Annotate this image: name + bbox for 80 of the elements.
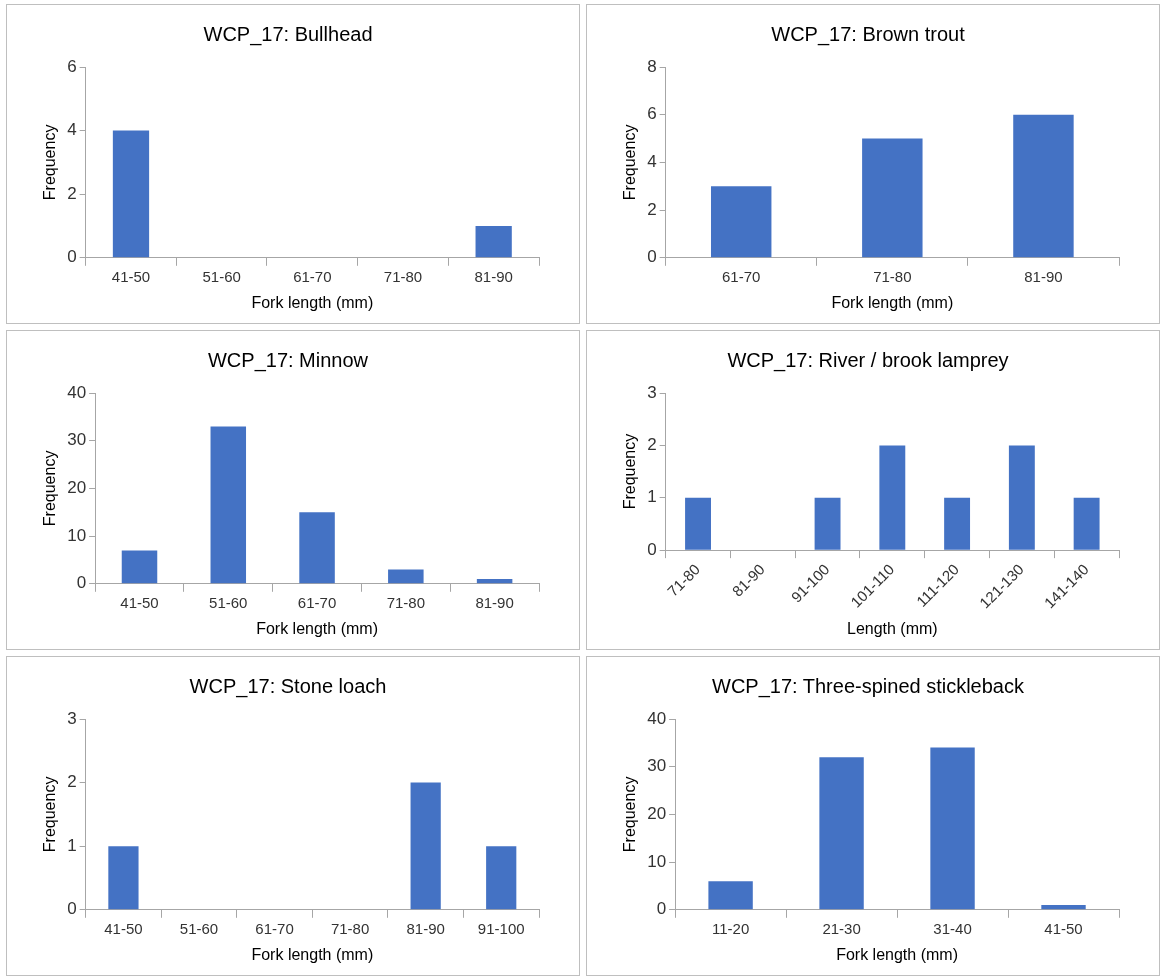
y-tick-label: 0 <box>656 899 667 919</box>
bar <box>819 757 864 910</box>
x-tick-label: 51-60 <box>179 919 219 937</box>
y-axis-title: Frequency <box>621 776 639 853</box>
y-tick-label: 6 <box>67 56 77 76</box>
y-tick-label: 2 <box>647 435 657 455</box>
y-tick-label: 10 <box>67 525 87 545</box>
y-axis-title: Frequency <box>621 433 639 510</box>
y-axis-title: Frequency <box>41 450 59 527</box>
chart-title: WCP_17: Bullhead <box>203 22 373 46</box>
bar <box>862 138 923 258</box>
x-tick-label: 81-90 <box>474 267 513 285</box>
x-tick-label: 51-60 <box>209 593 248 611</box>
y-tick-label: 2 <box>67 772 77 792</box>
y-tick-label: 40 <box>647 708 667 728</box>
y-tick-label: 0 <box>67 247 77 267</box>
x-axis-title: Fork length (mm) <box>251 945 374 963</box>
x-tick-label: 11-20 <box>711 919 750 937</box>
y-tick-label: 1 <box>647 487 657 507</box>
x-tick-label: 81-90 <box>475 593 514 611</box>
y-axis-title: Frequency <box>41 124 59 201</box>
x-tick-label: 91-100 <box>477 919 525 937</box>
chart-title: WCP_17: Three-spined stickleback <box>712 674 1025 698</box>
y-tick-label: 2 <box>67 183 77 203</box>
x-tick-label: 41-50 <box>1044 919 1083 937</box>
y-tick-label: 4 <box>647 152 657 172</box>
bar <box>210 426 247 584</box>
x-tick-label: 71-80 <box>386 593 426 611</box>
x-tick-label: 61-70 <box>722 267 761 285</box>
bar <box>299 512 335 584</box>
y-tick-label: 40 <box>67 382 87 402</box>
y-tick-label: 6 <box>647 104 657 124</box>
x-axis-title: Fork length (mm) <box>251 293 374 311</box>
x-axis-title: Fork length (mm) <box>256 619 378 637</box>
x-tick-label: 41-50 <box>120 593 159 611</box>
y-axis-title: Frequency <box>41 776 59 853</box>
x-tick-label: 41-50 <box>104 919 143 937</box>
y-tick-label: 30 <box>647 756 667 776</box>
y-tick-label: 0 <box>76 573 87 593</box>
y-tick-label: 3 <box>67 708 77 728</box>
y-axis-title: Frequency <box>621 124 639 201</box>
y-tick-label: 8 <box>647 56 657 76</box>
bar <box>708 881 753 910</box>
y-tick-label: 30 <box>67 430 87 450</box>
chart-title: WCP_17: Stone loach <box>189 674 387 698</box>
y-tick-label: 4 <box>67 120 77 140</box>
bar <box>476 579 513 584</box>
x-tick-label: 61-70 <box>297 593 337 611</box>
x-tick-label: 41-50 <box>111 267 151 285</box>
x-axis-title: Fork length (mm) <box>836 945 958 963</box>
x-tick-label: 71-80 <box>873 267 912 285</box>
x-tick-label: 61-70 <box>255 919 294 937</box>
x-tick-label: 21-30 <box>822 919 861 937</box>
x-tick-label: 81-90 <box>1024 267 1063 285</box>
x-axis-title: Fork length (mm) <box>831 293 954 311</box>
x-tick-label: 71-80 <box>383 267 423 285</box>
y-tick-label: 1 <box>67 835 77 855</box>
y-tick-label: 10 <box>647 851 667 871</box>
x-tick-label: 61-70 <box>293 267 332 285</box>
y-tick-label: 0 <box>67 899 77 919</box>
bar <box>1041 905 1086 910</box>
y-tick-label: 3 <box>647 382 657 402</box>
x-tick-label: 31-40 <box>933 919 972 937</box>
bar <box>1013 114 1074 258</box>
y-tick-label: 0 <box>647 539 657 559</box>
y-tick-label: 20 <box>647 804 667 824</box>
bar <box>121 550 158 584</box>
bar <box>388 569 424 584</box>
bar <box>710 186 772 258</box>
chart-title: WCP_17: River / brook lamprey <box>727 348 1009 372</box>
y-tick-label: 20 <box>67 478 87 498</box>
y-tick-label: 2 <box>647 199 657 219</box>
y-tick-label: 0 <box>647 247 657 267</box>
chart-title: WCP_17: Minnow <box>207 348 369 372</box>
chart-title: WCP_17: Brown trout <box>771 22 966 46</box>
x-tick-label: 71-80 <box>330 919 370 937</box>
x-tick-label: 81-90 <box>406 919 445 937</box>
bar <box>930 747 975 910</box>
x-axis-title: Length (mm) <box>846 619 938 637</box>
x-tick-label: 51-60 <box>202 267 241 285</box>
